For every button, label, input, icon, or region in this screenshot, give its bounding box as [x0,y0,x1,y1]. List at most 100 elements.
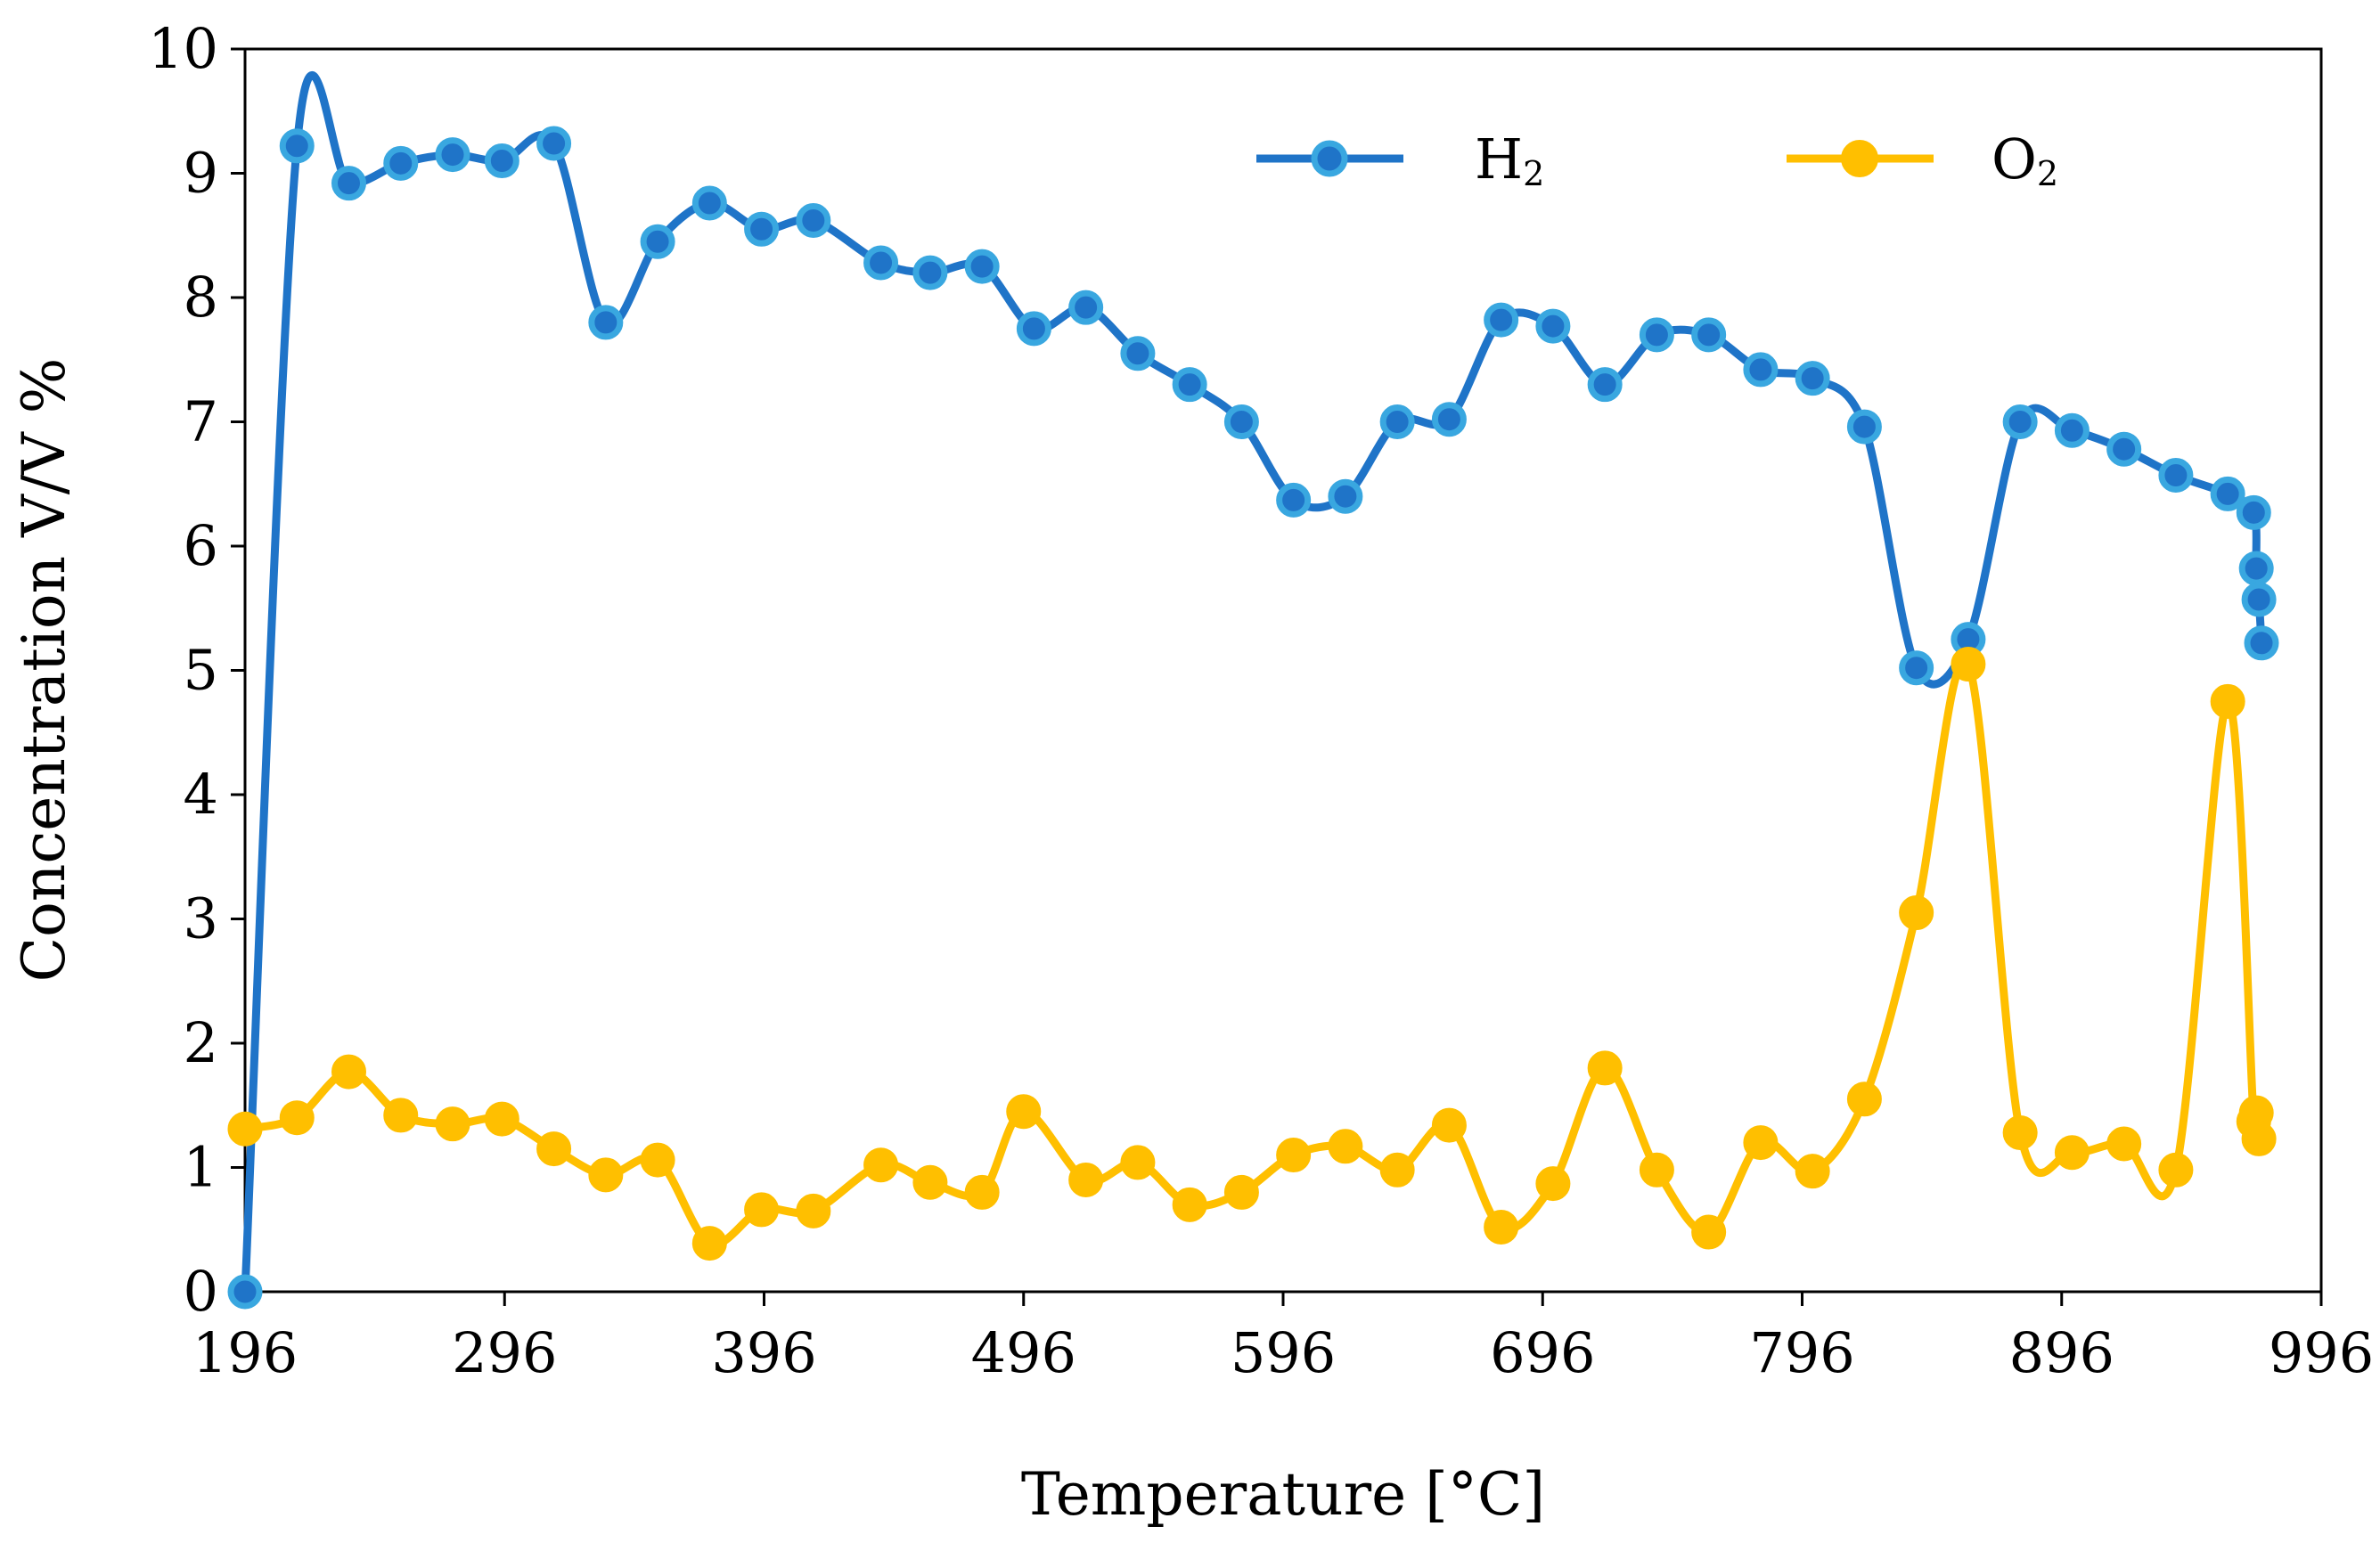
y-tick-label: 1 [184,1135,218,1200]
point-h2 [863,245,899,281]
legend-marker-h2 [1311,140,1348,177]
point-h2 [1379,404,1415,439]
point-o2 [2054,1135,2090,1171]
point-o2 [1276,1138,1312,1173]
point-h2 [1016,311,1051,347]
point-o2 [796,1193,831,1228]
point-h2 [331,166,366,201]
point-h2 [1846,409,1882,445]
point-o2 [1068,1162,1104,1197]
point-h2 [1276,482,1312,518]
point-o2 [1379,1152,1415,1188]
point-o2 [227,1111,263,1147]
point-h2 [1328,478,1363,514]
point-h2 [2241,582,2277,617]
point-o2 [2106,1126,2142,1162]
point-o2 [1899,895,1934,931]
point-h2 [912,255,948,290]
point-o2 [331,1054,366,1090]
point-o2 [1951,647,1986,682]
point-h2 [796,203,831,239]
point-h2 [1795,361,1830,396]
x-tick-label: 796 [1749,1320,1854,1385]
x-tick-label: 496 [971,1320,1076,1385]
y-axis-title: Concentration V/V % [10,358,78,983]
point-h2 [435,137,470,173]
point-o2 [1846,1082,1882,1117]
point-o2 [435,1106,470,1142]
x-tick-label: 896 [2009,1320,2114,1385]
point-h2 [1120,336,1156,371]
point-h2 [2054,412,2090,448]
point-o2 [536,1131,572,1167]
point-o2 [383,1098,419,1133]
y-tick-label: 5 [184,638,218,703]
point-h2 [2236,494,2271,530]
point-h2 [640,224,675,259]
legend-marker-o2 [1841,140,1878,177]
point-h2 [227,1274,263,1310]
point-h2 [1743,352,1779,388]
point-h2 [1899,650,1934,686]
point-o2 [691,1226,727,1261]
x-tick-label: 996 [2269,1320,2374,1385]
y-tick-label: 3 [184,886,218,951]
point-o2 [1587,1050,1623,1086]
point-o2 [1743,1125,1779,1161]
point-o2 [1535,1166,1571,1202]
y-tick-label: 6 [184,513,218,578]
point-o2 [912,1164,948,1200]
y-tick-label: 0 [184,1259,218,1324]
x-tick-label: 296 [452,1320,557,1385]
point-o2 [2002,1114,2038,1150]
point-o2 [1795,1154,1830,1189]
point-o2 [484,1101,519,1137]
y-ticks: 0 1 2 3 4 5 6 7 8 9 10 [148,16,245,1324]
point-o2 [1484,1209,1519,1245]
point-h2 [691,185,727,221]
legend: H2 O2 [1256,127,2058,193]
point-h2 [2106,431,2142,467]
point-h2 [964,249,1000,284]
point-h2 [1535,308,1571,344]
y-tick-label: 4 [184,762,218,827]
plot-frame [243,47,2323,1294]
x-tick-label: 596 [1231,1320,1336,1385]
point-h2 [1172,367,1207,403]
point-h2 [744,211,780,247]
legend-label-h2: H2 [1475,127,1544,193]
x-tick-label: 696 [1490,1320,1595,1385]
point-h2 [1484,302,1519,338]
y-tick-label: 7 [184,389,218,454]
point-o2 [1120,1145,1156,1180]
point-h2 [588,305,624,340]
point-h2 [536,126,572,161]
point-h2 [1587,367,1623,403]
x-axis-title: Temperature [°C] [1021,1460,1545,1529]
point-o2 [1172,1187,1207,1222]
point-h2 [2210,476,2245,511]
point-o2 [1639,1152,1674,1188]
point-h2 [2244,625,2279,661]
y-tick-label: 10 [148,16,218,81]
point-h2 [1431,402,1467,437]
x-tick-label: 396 [711,1320,816,1385]
point-o2 [1431,1107,1467,1143]
point-h2 [1639,317,1674,353]
legend-label-o2: O2 [1992,127,2058,193]
y-tick-label: 2 [184,1010,218,1075]
y-tick-label: 8 [184,265,218,330]
point-o2 [964,1174,1000,1210]
point-o2 [863,1147,899,1183]
point-h2 [2158,457,2194,493]
point-o2 [1223,1174,1259,1210]
point-o2 [2158,1152,2194,1188]
x-tick-label: 196 [192,1320,298,1385]
point-h2 [484,143,519,179]
point-h2 [2002,404,2038,439]
point-o2 [640,1142,675,1178]
y-tick-label: 9 [184,141,218,206]
point-o2 [279,1100,315,1136]
point-o2 [588,1157,624,1193]
